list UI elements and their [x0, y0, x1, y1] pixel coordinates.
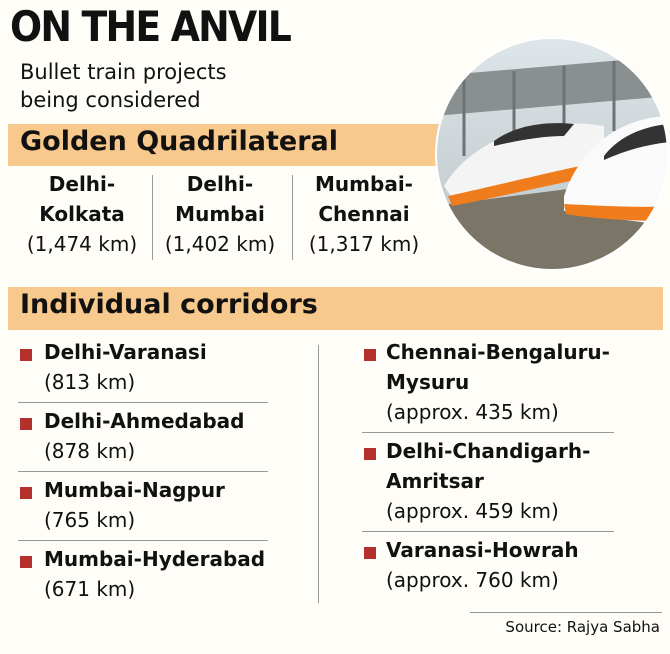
section-band: [8, 124, 448, 166]
separator: [18, 540, 268, 541]
separator: [18, 402, 268, 403]
source: Source: Rajya Sabha: [505, 618, 660, 636]
subtitle: Bullet train projects: [20, 60, 227, 84]
divider: [292, 175, 293, 260]
corridor-name: Mumbai-Nagpur: [44, 478, 225, 502]
separator: [362, 432, 614, 433]
divider: [152, 175, 153, 260]
train-photo: [435, 37, 669, 271]
corridor-name: Mysuru: [386, 370, 470, 394]
corridor-length: (approx. 459 km): [386, 499, 559, 523]
divider: [470, 612, 662, 613]
corridor-name: Mumbai-Hyderabad: [44, 547, 266, 571]
separator: [362, 531, 614, 532]
corridor-name: Amritsar: [386, 469, 484, 493]
divider: [318, 345, 319, 603]
corridor-length: (813 km): [44, 370, 136, 394]
bullet: [364, 448, 376, 460]
section-heading: Individual corridors: [20, 289, 318, 320]
corridor-length: (approx. 760 km): [386, 568, 559, 592]
route-name: Mumbai-: [315, 172, 413, 196]
subtitle: being considered: [20, 88, 201, 112]
bullet: [20, 556, 32, 568]
bullet: [20, 418, 32, 430]
separator: [18, 471, 268, 472]
title: ON THE ANVIL: [10, 2, 292, 51]
corridor-name: Delhi-Ahmedabad: [44, 409, 245, 433]
corridor-length: (approx. 435 km): [386, 400, 559, 424]
corridor-name: Chennai-Bengaluru-: [386, 340, 610, 364]
bullet: [20, 487, 32, 499]
route-name: Kolkata: [39, 202, 125, 226]
route-length: (1,317 km): [308, 232, 420, 256]
route-name: Delhi-: [186, 172, 254, 196]
route-length: (1,474 km): [26, 232, 138, 256]
corridor-length: (765 km): [44, 508, 136, 532]
corridor-name: Delhi-Chandigarh-: [386, 439, 591, 463]
bullet: [364, 349, 376, 361]
corridor-name: Varanasi-Howrah: [386, 538, 579, 562]
corridor-length: (671 km): [44, 577, 136, 601]
route-name: Mumbai: [175, 202, 265, 226]
section-heading: Golden Quadrilateral: [20, 126, 339, 157]
bullet: [20, 349, 32, 361]
route-name: Delhi-: [48, 172, 116, 196]
route-name: Chennai: [318, 202, 410, 226]
route-length: (1,402 km): [164, 232, 276, 256]
corridor-length: (878 km): [44, 439, 136, 463]
corridor-name: Delhi-Varanasi: [44, 340, 207, 364]
section-band: [8, 287, 663, 330]
bullet: [364, 547, 376, 559]
